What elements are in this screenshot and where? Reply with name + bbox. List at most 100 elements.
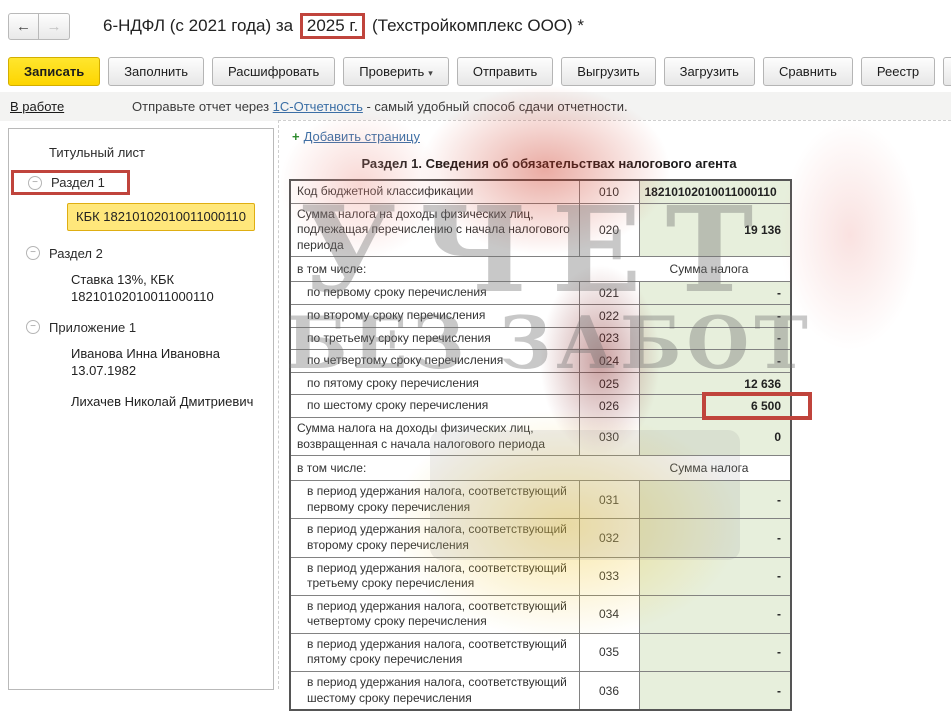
toolbar-button-compare[interactable]: Сравнить <box>762 57 853 86</box>
nav-back-button[interactable]: ← <box>8 12 39 40</box>
row-label: в период удержания налога, соответствующ… <box>289 671 580 711</box>
subheader-cell: в том числе: Сумма налога <box>289 455 792 482</box>
title-year: 2025 г. <box>306 16 359 35</box>
row-code: 010 <box>578 179 640 204</box>
row-code: 032 <box>578 518 640 558</box>
status-state-link[interactable]: В работе <box>10 99 65 114</box>
toolbar-button-label: Загрузить <box>679 64 739 79</box>
sidebar-item-person-1[interactable]: Иванова Инна Ивановна 13.07.1982 <box>71 345 220 379</box>
sum-column-header: Сумма налога <box>669 461 749 476</box>
toolbar-button-send[interactable]: Отправить <box>456 57 554 86</box>
sidebar-item-kbk-1[interactable]: КБК 18210102010011000110 <box>67 203 255 231</box>
title-suffix: (Техстройкомплекс ООО) * <box>371 16 585 35</box>
row-value-field[interactable]: - <box>638 556 792 596</box>
row-label: в период удержания налога, соответствующ… <box>289 632 580 673</box>
section-heading: Раздел 1. Сведения об обязательствах нал… <box>361 156 737 171</box>
row-value-field[interactable]: - <box>638 480 792 520</box>
row-label: Код бюджетной классификации <box>289 179 580 204</box>
row-code: 023 <box>578 326 640 351</box>
row-value-field[interactable]: - <box>638 349 792 373</box>
forward-arrow-icon: → <box>46 17 62 35</box>
row-label: по первому сроку перечисления <box>289 281 580 305</box>
title-prefix: 6-НДФЛ (с 2021 года) за <box>103 16 294 35</box>
row-label: Сумма налога на доходы физических лиц, в… <box>289 416 580 457</box>
row-value-field[interactable]: 19 136 <box>638 202 792 258</box>
toolbar-button-label: Проверить <box>359 64 425 79</box>
row-value-field[interactable]: - <box>638 518 792 558</box>
table-subheader-row: в том числе: Сумма налога <box>289 455 792 482</box>
sidebar-item-label: Титульный лист <box>49 145 146 160</box>
toolbar-button-fill[interactable]: Заполнить <box>108 57 205 86</box>
table-row-024: по четвертому сроку перечисления 024- <box>289 349 792 373</box>
sum-column-header: Сумма налога <box>669 262 749 277</box>
sidebar-item-person-2[interactable]: Лихачев Николай Дмитриевич <box>71 393 254 409</box>
nav-forward-button[interactable]: → <box>39 12 70 40</box>
toolbar-button-label: Расшифровать <box>228 64 320 79</box>
table-row-036: в период удержания налога, соответствующ… <box>289 671 792 711</box>
sidebar-item-rate-13[interactable]: Ставка 13%, КБК 18210102010011000110 <box>71 271 214 305</box>
row-value-field[interactable]: - <box>638 632 792 673</box>
row-label: по второму сроку перечисления <box>289 303 580 328</box>
toolbar-button-decode[interactable]: Расшифровать <box>212 57 336 86</box>
main-panel: + Добавить страницу Раздел 1. Сведения об… <box>278 120 951 711</box>
row-code: 035 <box>578 632 640 673</box>
row-label: в период удержания налога, соответствующ… <box>289 480 580 520</box>
table-row-020: Сумма налога на доходы физических лиц, п… <box>289 202 792 258</box>
sidebar-item-section-1[interactable]: − Раздел 1 <box>9 170 273 195</box>
toolbar-button-print[interactable] <box>943 57 951 86</box>
collapse-toggle-icon[interactable]: − <box>26 320 40 335</box>
table-row-023: по третьему сроку перечисления 023- <box>289 326 792 351</box>
row-value-field[interactable]: - <box>638 303 792 328</box>
page-title: 6-НДФЛ (с 2021 года) за 2025 г. (Техстро… <box>103 13 584 39</box>
toolbar-button-check[interactable]: Проверить ▾ <box>343 57 449 86</box>
chevron-down-icon: ▾ <box>428 68 433 78</box>
status-message-suffix: - самый удобный способ сдачи отчетности. <box>362 99 628 114</box>
row-value-field[interactable]: - <box>638 281 792 305</box>
table-row-021: по первому сроку перечисления 021- <box>289 281 792 305</box>
table-subheader-row: в том числе: Сумма налога <box>289 256 792 283</box>
subheader-cell: в том числе: Сумма налога <box>289 256 792 283</box>
table-row-032: в период удержания налога, соответствующ… <box>289 518 792 558</box>
subheader-label: в том числе: <box>297 461 367 476</box>
toolbar-button-label: Отправить <box>472 64 538 79</box>
row-value-field[interactable]: - <box>638 594 792 634</box>
window-header: ← → 6-НДФЛ (с 2021 года) за 2025 г. (Тех… <box>0 0 951 52</box>
section1-table-body: Код бюджетной классификации 010 1821010201… <box>289 179 812 711</box>
sidebar-item-label: Раздел 1 <box>51 175 105 190</box>
toolbar-button-export[interactable]: Выгрузить <box>561 57 656 86</box>
row-label: в период удержания налога, соответствующ… <box>289 594 580 634</box>
status-message: Отправьте отчет через 1С-Отчетность - са… <box>132 99 628 114</box>
row-value-field[interactable]: - <box>638 671 792 711</box>
row-label: по шестому сроку перечисления <box>289 394 580 418</box>
sidebar-item-label: Приложение 1 <box>49 319 137 335</box>
row-label: Сумма налога на доходы физических лиц, п… <box>289 202 580 258</box>
toolbar: Записать Заполнить Расшифровать Проверить ▾ О… <box>8 57 951 88</box>
row-code: 026 <box>578 394 640 418</box>
toolbar-button-label: Заполнить <box>124 64 189 79</box>
add-page-link[interactable]: Добавить страницу <box>303 129 420 144</box>
toolbar-button-import[interactable]: Загрузить <box>663 57 755 86</box>
sidebar-item-section-2[interactable]: − Раздел 2 <box>9 246 273 261</box>
collapse-toggle-icon[interactable]: − <box>26 246 40 261</box>
nav-group: ← → <box>8 12 70 40</box>
table-row-031: в период удержания налога, соответствующ… <box>289 480 792 520</box>
row-code: 030 <box>578 416 640 457</box>
collapse-toggle-icon[interactable]: − <box>28 175 42 190</box>
row-value-field[interactable]: 18210102010011000110 <box>638 179 792 204</box>
sidebar-item-title-page[interactable]: Титульный лист <box>9 145 273 160</box>
toolbar-button-label: Выгрузить <box>577 64 640 79</box>
toolbar-button-register[interactable]: Реестр <box>860 57 936 86</box>
row-value-field[interactable]: 12 636 <box>638 371 792 396</box>
table-row-022: по второму сроку перечисления 022- <box>289 303 792 328</box>
row-code: 036 <box>578 671 640 711</box>
toolbar-button-label: Записать <box>24 64 85 79</box>
row-value-field[interactable]: 0 <box>638 416 792 457</box>
sidebar-item-appendix-1[interactable]: − Приложение 1 <box>9 320 273 335</box>
row-label: по пятому сроку перечисления <box>289 371 580 396</box>
toolbar-button-label: Реестр <box>876 64 920 79</box>
1c-reporting-link[interactable]: 1С-Отчетность <box>272 99 363 114</box>
toolbar-button-save[interactable]: Записать <box>8 57 101 86</box>
row-value-field[interactable]: - <box>638 326 792 351</box>
table-row-010: Код бюджетной классификации 010 1821010201… <box>289 179 792 204</box>
row-value-field[interactable]: 6 500 <box>638 392 812 420</box>
